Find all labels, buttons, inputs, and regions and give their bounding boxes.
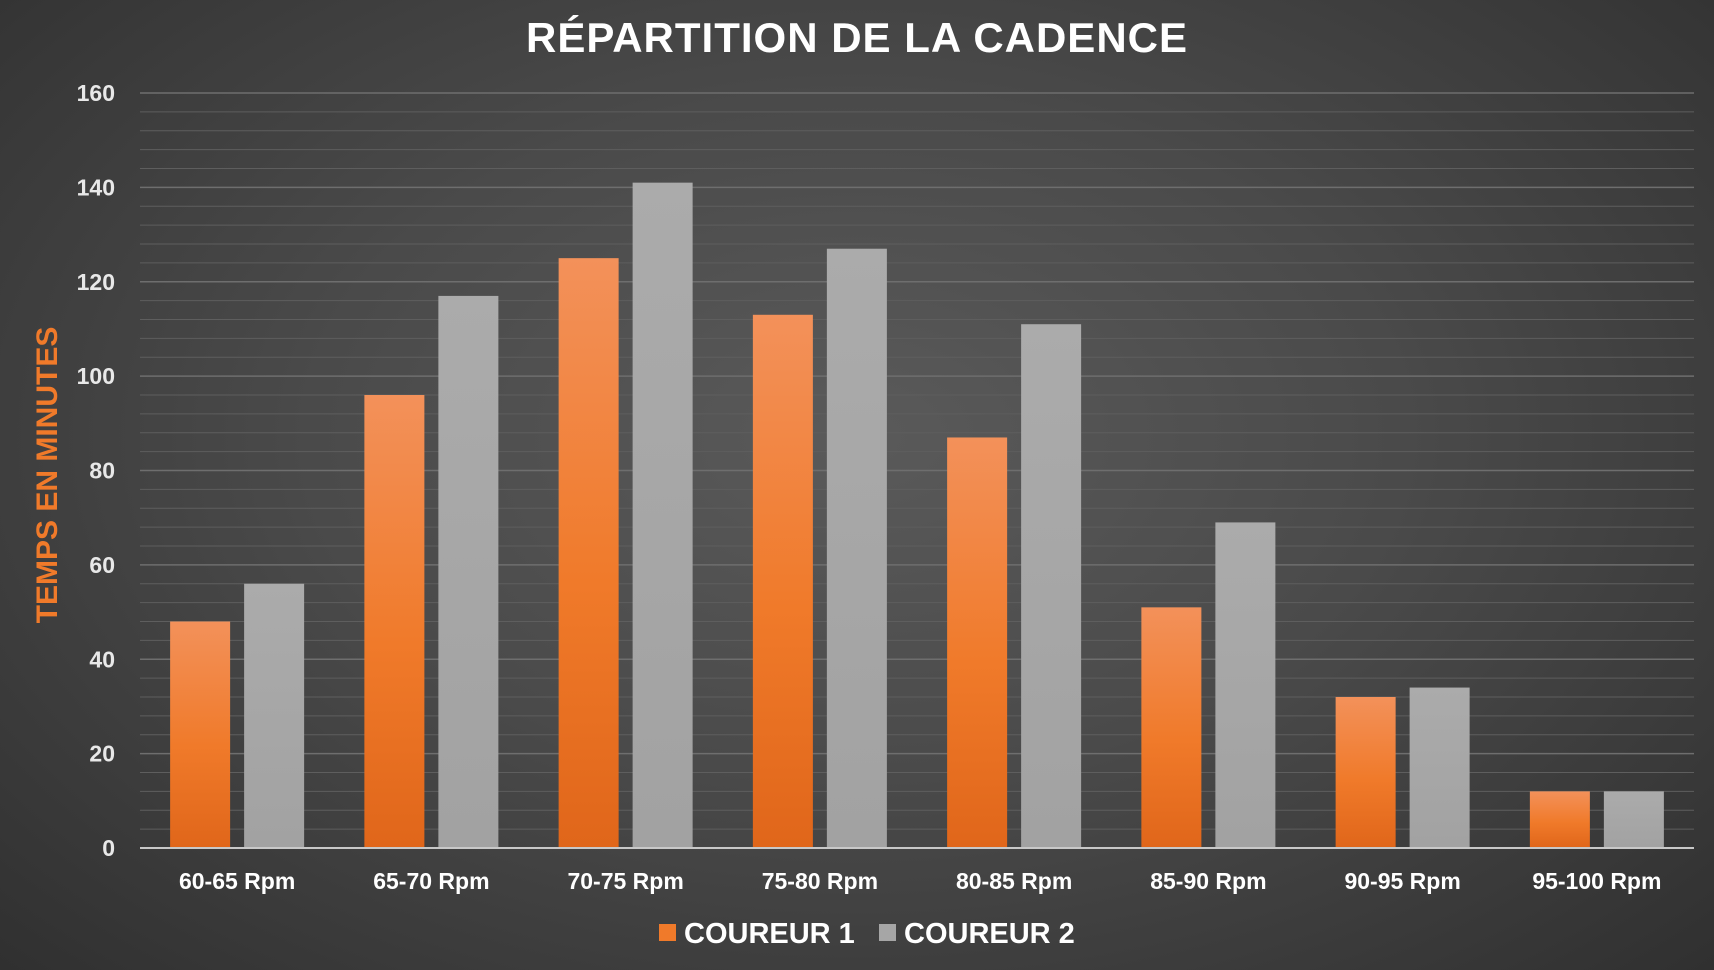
legend-item-coureur-1[interactable]: COUREUR 1 <box>659 918 855 950</box>
bar-2-90-95-rpm[interactable] <box>1409 687 1470 848</box>
bar-2-85-90-rpm[interactable] <box>1215 522 1276 848</box>
x-category-label: 60-65 Rpm <box>179 868 295 894</box>
y-axis-title: TEMPS EN MINUTES <box>31 327 64 624</box>
y-tick-label: 120 <box>77 269 115 295</box>
bars <box>170 182 1664 849</box>
x-category-label: 65-70 Rpm <box>373 868 489 894</box>
legend-label-coureur-1: COUREUR 1 <box>684 918 855 950</box>
x-category-label: 85-90 Rpm <box>1150 868 1266 894</box>
bar-2-65-70-rpm[interactable] <box>438 295 499 848</box>
bar-1-90-95-rpm[interactable] <box>1335 697 1396 848</box>
y-tick-label: 100 <box>77 363 115 389</box>
legend-swatch-coureur-2 <box>879 924 896 941</box>
bar-1-95-100-rpm[interactable] <box>1529 791 1590 848</box>
x-category-label: 80-85 Rpm <box>956 868 1072 894</box>
bar-2-95-100-rpm[interactable] <box>1603 791 1664 848</box>
y-tick-label: 80 <box>89 458 115 484</box>
bar-1-60-65-rpm[interactable] <box>170 621 231 849</box>
chart-title: RÉPARTITION DE LA CADENCE <box>526 14 1188 61</box>
bar-1-80-85-rpm[interactable] <box>947 437 1008 848</box>
x-category-label: 75-80 Rpm <box>762 868 878 894</box>
bar-2-60-65-rpm[interactable] <box>244 583 305 848</box>
x-category-label: 95-100 Rpm <box>1532 868 1661 894</box>
bar-1-65-70-rpm[interactable] <box>364 395 425 848</box>
y-tick-label: 0 <box>102 835 115 861</box>
x-category-label: 90-95 Rpm <box>1344 868 1460 894</box>
y-tick-label: 160 <box>77 80 115 106</box>
bar-1-70-75-rpm[interactable] <box>558 258 619 848</box>
y-axis-ticks: 0 20 40 60 80 100 120 140 160 <box>77 80 115 861</box>
bar-2-70-75-rpm[interactable] <box>632 182 693 848</box>
bar-1-85-90-rpm[interactable] <box>1141 607 1202 848</box>
x-axis-categories: 60-65 Rpm 65-70 Rpm 70-75 Rpm 75-80 Rpm 80-8… <box>179 868 1661 894</box>
y-tick-label: 140 <box>77 174 115 200</box>
legend-item-coureur-2[interactable]: COUREUR 2 <box>879 918 1075 950</box>
legend-label-coureur-2: COUREUR 2 <box>904 918 1075 950</box>
bar-1-75-80-rpm[interactable] <box>752 314 813 848</box>
bar-2-80-85-rpm[interactable] <box>1021 324 1082 848</box>
legend: COUREUR 1 COUREUR 2 <box>659 918 1075 950</box>
y-tick-label: 60 <box>89 552 115 578</box>
y-tick-label: 40 <box>89 646 115 672</box>
x-category-label: 70-75 Rpm <box>567 868 683 894</box>
bar-2-75-80-rpm[interactable] <box>826 248 887 848</box>
y-tick-label: 20 <box>89 741 115 767</box>
legend-swatch-coureur-1 <box>659 924 676 941</box>
